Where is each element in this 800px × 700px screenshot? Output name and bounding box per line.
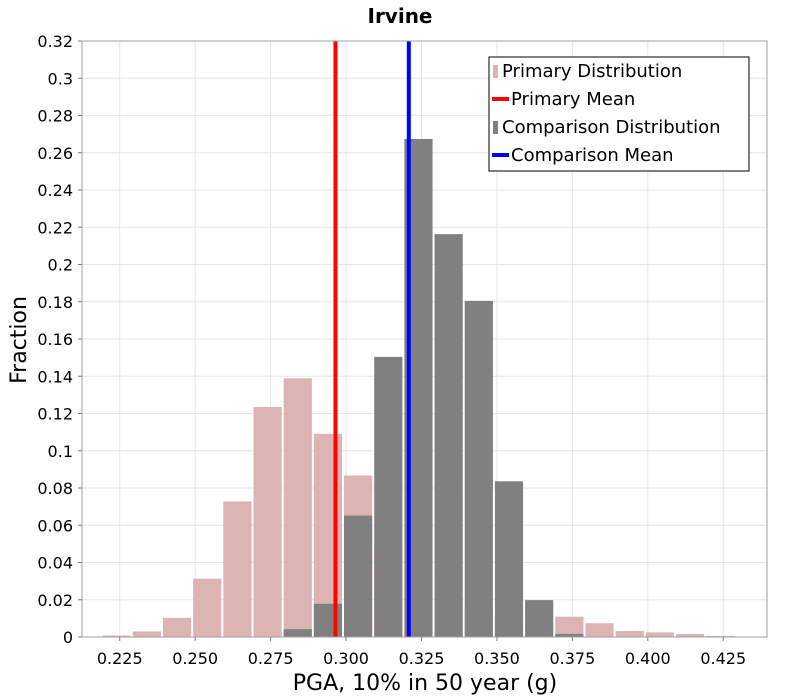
y-tick-label-4: 0.08 xyxy=(37,479,73,498)
y-tick-label-6: 0.12 xyxy=(37,405,73,424)
y-tick-label-0: 0 xyxy=(63,628,73,647)
y-tick-label-15: 0.3 xyxy=(48,69,73,88)
bar-2-5 xyxy=(434,234,463,638)
bar-0-15 xyxy=(555,616,584,637)
y-tick-label-12: 0.24 xyxy=(37,181,73,200)
bar-2-9 xyxy=(555,633,584,637)
x-tick-label-2: 0.275 xyxy=(248,649,294,668)
x-axis-label: PGA, 10% in 50 year (g) xyxy=(293,671,557,696)
legend: Primary Distribution Primary Mean Comparis… xyxy=(488,56,750,172)
y-tick-label-9: 0.18 xyxy=(37,293,73,312)
bar-2-1 xyxy=(313,603,343,637)
y-tick-label-8: 0.16 xyxy=(37,330,73,349)
bar-2-6 xyxy=(464,300,493,637)
bar-2-2 xyxy=(344,515,373,637)
x-tick-label-0: 0.225 xyxy=(97,649,143,668)
y-tick-label-7: 0.14 xyxy=(37,367,73,386)
bar-2-0 xyxy=(283,629,312,637)
bar-0-2 xyxy=(162,617,192,637)
x-tick-label-7: 0.400 xyxy=(625,649,671,668)
y-axis-label: Fraction xyxy=(7,296,32,384)
y-tick-label-10: 0.2 xyxy=(48,256,73,275)
legend-label-2: Comparison Distribution xyxy=(502,117,721,138)
bar-0-20 xyxy=(706,635,735,637)
bar-0-19 xyxy=(675,634,705,637)
bar-2-3 xyxy=(374,356,403,637)
legend-swatch-0 xyxy=(493,65,498,78)
x-tick-label-8: 0.425 xyxy=(700,649,746,668)
x-tick-label-6: 0.375 xyxy=(549,649,595,668)
bar-2-7 xyxy=(494,481,524,637)
y-tick-label-5: 0.1 xyxy=(48,442,73,461)
legend-label-3: Comparison Mean xyxy=(511,145,674,166)
bar-0-4 xyxy=(223,501,252,637)
legend-label-1: Primary Mean xyxy=(511,89,635,110)
y-tick-label-1: 0.02 xyxy=(37,591,73,610)
x-tick-label-4: 0.325 xyxy=(399,649,445,668)
legend-box xyxy=(488,56,750,172)
x-tick-label-1: 0.250 xyxy=(172,649,218,668)
chart-title: Irvine xyxy=(368,4,433,28)
y-tick-label-2: 0.04 xyxy=(37,554,73,573)
y-tick-label-14: 0.28 xyxy=(37,107,73,126)
x-tick-label-3: 0.300 xyxy=(323,649,369,668)
y-tick-label-3: 0.06 xyxy=(37,516,73,535)
bar-2-8 xyxy=(525,600,554,637)
y-tick-label-11: 0.22 xyxy=(37,218,73,237)
y-tick-label-16: 0.32 xyxy=(37,32,73,51)
bar-0-0 xyxy=(102,635,131,637)
bar-0-5 xyxy=(253,406,282,637)
y-tick-label-13: 0.26 xyxy=(37,144,73,163)
bar-0-6 xyxy=(283,378,312,637)
legend-swatch-2 xyxy=(493,121,498,134)
bar-0-3 xyxy=(193,578,222,637)
x-tick-label-5: 0.350 xyxy=(474,649,520,668)
bar-0-17 xyxy=(615,631,644,637)
bar-0-1 xyxy=(132,631,161,637)
bar-0-16 xyxy=(585,623,614,637)
bar-0-18 xyxy=(645,632,674,637)
legend-label-0: Primary Distribution xyxy=(502,61,682,82)
